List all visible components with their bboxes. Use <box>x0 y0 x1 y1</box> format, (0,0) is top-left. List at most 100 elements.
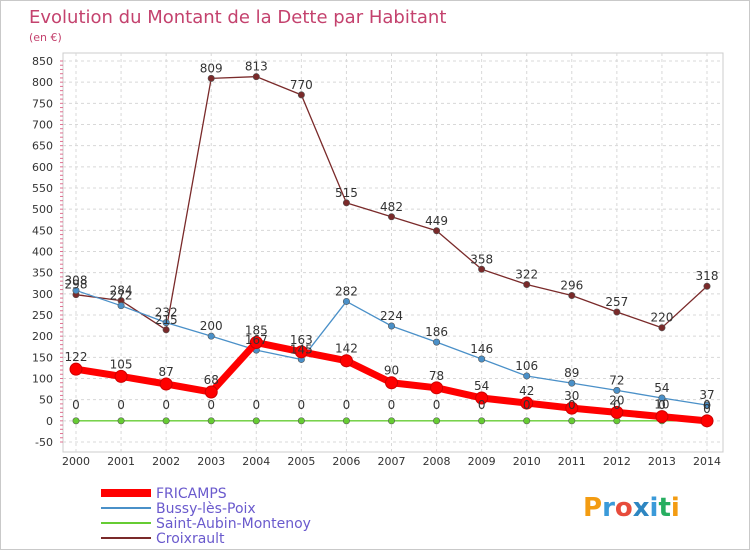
data-label-saint-aubin-montenoy: 0 <box>703 398 711 412</box>
data-point-bussy-les-poix <box>117 302 125 310</box>
data-point-fricamps <box>520 396 534 410</box>
data-label-saint-aubin-montenoy: 0 <box>478 398 486 412</box>
data-label-fricamps: 0 <box>703 402 711 416</box>
x-tick-label: 2005 <box>287 455 315 468</box>
data-label-fricamps: 142 <box>335 342 358 356</box>
data-point-fricamps <box>339 354 353 368</box>
data-point-fricamps <box>159 377 173 391</box>
data-label-fricamps: 90 <box>384 364 399 378</box>
data-point-fricamps <box>610 405 624 419</box>
data-label-bussy-les-poix: 272 <box>110 289 133 303</box>
data-point-croixrault <box>387 213 395 221</box>
logo-letter: o <box>615 493 633 523</box>
data-point-croixrault <box>658 324 666 332</box>
data-point-saint-aubin-montenoy <box>252 417 260 425</box>
y-tick-label: 650 <box>32 140 53 153</box>
data-point-fricamps <box>655 410 669 424</box>
logo-letter: i <box>671 493 680 523</box>
x-tick-label: 2000 <box>62 455 90 468</box>
data-label-bussy-les-poix: 145 <box>290 342 313 356</box>
data-point-bussy-les-poix <box>568 379 576 387</box>
data-label-saint-aubin-montenoy: 0 <box>162 398 170 412</box>
data-label-croixrault: 813 <box>245 60 268 74</box>
y-tick-label: 300 <box>32 288 53 301</box>
x-tick-label: 2007 <box>378 455 406 468</box>
data-label-bussy-les-poix: 232 <box>155 306 178 320</box>
logo-letter: x <box>633 493 650 523</box>
x-tick-label: 2012 <box>603 455 631 468</box>
data-point-fricamps <box>385 376 398 390</box>
data-label-bussy-les-poix: 224 <box>380 309 403 323</box>
data-label-saint-aubin-montenoy: 0 <box>613 398 621 412</box>
data-label-fricamps: 105 <box>110 357 133 371</box>
data-label-croixrault: 358 <box>470 252 493 266</box>
data-label-saint-aubin-montenoy: 0 <box>117 398 125 412</box>
data-point-bussy-les-poix <box>433 338 441 346</box>
y-tick-label: 100 <box>32 373 53 386</box>
y-tick-label: 850 <box>32 55 53 68</box>
data-label-saint-aubin-montenoy: 0 <box>523 398 531 412</box>
data-point-saint-aubin-montenoy <box>433 417 441 425</box>
data-point-bussy-les-poix <box>613 386 621 394</box>
y-tick-label: 550 <box>32 182 53 195</box>
data-label-fricamps: 10 <box>654 398 669 412</box>
data-point-fricamps <box>114 369 128 383</box>
data-label-fricamps: 122 <box>65 350 88 364</box>
data-point-bussy-les-poix <box>523 372 531 380</box>
data-label-croixrault: 257 <box>605 295 628 309</box>
y-tick-label: 250 <box>32 309 53 322</box>
y-tick-label: -50 <box>35 436 53 449</box>
y-tick-label: 700 <box>32 119 53 132</box>
x-tick-label: 2014 <box>693 455 721 468</box>
x-tick-label: 2004 <box>242 455 270 468</box>
data-point-bussy-les-poix <box>162 319 170 327</box>
data-label-bussy-les-poix: 308 <box>65 273 88 287</box>
y-tick-label: 0 <box>46 415 53 428</box>
data-label-bussy-les-poix: 282 <box>335 284 358 298</box>
data-point-fricamps <box>249 336 263 350</box>
y-tick-label: 150 <box>32 351 53 364</box>
data-labels: 298 284 215 809 813 770 515 482 449 358 322 296 257 2… <box>65 60 719 416</box>
data-label-fricamps: 68 <box>204 373 219 387</box>
data-point-croixrault <box>162 326 170 334</box>
axes: -500501001502002503003504004505005506006… <box>32 55 721 468</box>
y-tick-label: 50 <box>39 394 53 407</box>
data-label-bussy-les-poix: 186 <box>425 325 448 339</box>
x-tick-label: 2010 <box>513 455 541 468</box>
data-label-bussy-les-poix: 167 <box>245 333 268 347</box>
data-point-saint-aubin-montenoy <box>568 417 576 425</box>
data-point-bussy-les-poix <box>703 401 711 409</box>
data-point-fricamps <box>430 381 444 395</box>
series <box>69 73 714 428</box>
data-point-croixrault <box>523 281 531 289</box>
data-label-bussy-les-poix: 200 <box>200 319 223 333</box>
data-point-fricamps <box>475 391 489 405</box>
y-tick-label: 350 <box>32 267 53 280</box>
data-label-bussy-les-poix: 106 <box>515 359 538 373</box>
y-tick-label: 800 <box>32 76 53 89</box>
data-label-croixrault: 284 <box>110 284 133 298</box>
x-tick-label: 2003 <box>197 455 225 468</box>
data-point-saint-aubin-montenoy <box>117 417 125 425</box>
data-point-saint-aubin-montenoy <box>387 417 395 425</box>
y-tick-label: 600 <box>32 161 53 174</box>
y-tick-label: 500 <box>32 203 53 216</box>
data-point-croixrault <box>297 91 305 99</box>
data-point-bussy-les-poix <box>207 332 215 340</box>
legend-label-saint-aubin-montenoy: Saint-Aubin-Montenoy <box>156 516 311 532</box>
legend: FRICAMPSBussy-lès-PoixSaint-Aubin-Monten… <box>101 486 311 547</box>
data-point-bussy-les-poix <box>478 355 486 363</box>
data-point-saint-aubin-montenoy <box>162 417 170 425</box>
data-label-saint-aubin-montenoy: 0 <box>72 398 80 412</box>
data-point-croixrault <box>703 282 711 290</box>
x-tick-label: 2008 <box>423 455 451 468</box>
data-point-croixrault <box>433 227 441 235</box>
data-point-saint-aubin-montenoy <box>207 417 215 425</box>
data-point-croixrault <box>252 73 260 81</box>
data-label-bussy-les-poix: 146 <box>470 342 493 356</box>
data-label-croixrault: 220 <box>650 311 673 325</box>
data-label-croixrault: 298 <box>65 278 88 292</box>
y-tick-label: 750 <box>32 97 53 110</box>
